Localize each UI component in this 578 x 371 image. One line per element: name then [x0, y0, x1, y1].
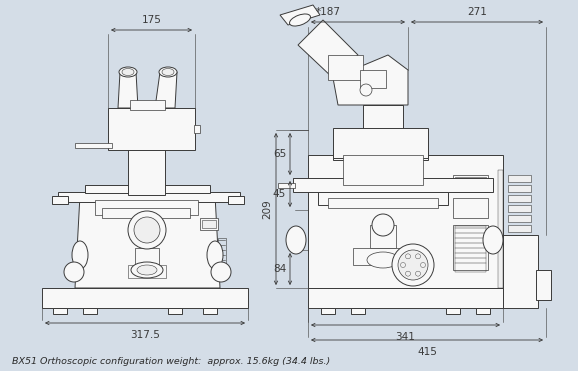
Bar	[453, 198, 488, 218]
Bar	[446, 308, 460, 314]
Ellipse shape	[64, 262, 84, 282]
Ellipse shape	[372, 214, 394, 236]
Ellipse shape	[207, 241, 223, 269]
Bar	[128, 145, 165, 195]
Ellipse shape	[398, 250, 428, 280]
Bar	[95, 200, 198, 215]
Polygon shape	[118, 72, 138, 108]
Ellipse shape	[483, 226, 503, 254]
Ellipse shape	[290, 14, 310, 26]
Polygon shape	[333, 55, 408, 105]
Bar	[455, 226, 486, 272]
Polygon shape	[298, 20, 358, 78]
Polygon shape	[75, 195, 220, 288]
Bar	[453, 225, 488, 270]
Bar	[58, 192, 240, 202]
Bar	[308, 155, 503, 288]
Bar	[128, 265, 166, 278]
Ellipse shape	[406, 271, 410, 276]
Bar	[508, 185, 531, 192]
Polygon shape	[280, 5, 320, 25]
Ellipse shape	[122, 69, 134, 76]
Ellipse shape	[211, 262, 231, 282]
Bar	[308, 288, 503, 308]
Bar	[42, 288, 248, 308]
Ellipse shape	[367, 252, 399, 268]
Bar	[293, 178, 493, 192]
Bar	[168, 308, 182, 314]
Ellipse shape	[416, 254, 421, 259]
Ellipse shape	[416, 271, 421, 276]
Bar	[318, 192, 448, 205]
Bar	[455, 177, 486, 190]
Bar	[328, 198, 438, 208]
Ellipse shape	[137, 265, 157, 275]
Bar	[203, 308, 217, 314]
Bar	[343, 155, 423, 185]
Bar	[130, 100, 165, 110]
Bar	[508, 175, 531, 182]
Ellipse shape	[286, 226, 306, 254]
Ellipse shape	[119, 67, 137, 77]
Ellipse shape	[134, 217, 160, 243]
Bar	[360, 70, 386, 88]
Bar	[351, 308, 365, 314]
Bar	[453, 175, 488, 192]
Bar	[476, 308, 490, 314]
Bar	[218, 238, 226, 272]
Text: 317.5: 317.5	[130, 330, 160, 340]
Bar	[508, 205, 531, 212]
Text: 209: 209	[262, 199, 272, 219]
Bar	[228, 196, 244, 204]
Ellipse shape	[392, 244, 434, 286]
Bar	[508, 195, 531, 202]
Bar	[53, 308, 67, 314]
Text: 341: 341	[395, 332, 416, 342]
Bar	[108, 108, 195, 150]
Bar	[194, 125, 200, 133]
Text: 415: 415	[417, 347, 437, 357]
Bar	[75, 143, 112, 148]
Bar	[200, 218, 218, 230]
Text: BX51 Orthoscopic configuration weight:  approx. 15.6kg (34.4 lbs.): BX51 Orthoscopic configuration weight: a…	[12, 358, 330, 367]
Bar	[85, 185, 210, 193]
Ellipse shape	[406, 254, 410, 259]
Bar	[508, 225, 531, 232]
Bar	[278, 183, 295, 188]
Ellipse shape	[401, 263, 406, 267]
Bar	[83, 308, 97, 314]
Bar	[333, 130, 428, 160]
Bar	[102, 208, 190, 218]
Bar	[321, 308, 335, 314]
Ellipse shape	[162, 69, 174, 76]
Bar	[508, 215, 531, 222]
Bar	[202, 220, 216, 228]
Text: 45: 45	[273, 189, 286, 199]
Bar	[503, 235, 538, 308]
Ellipse shape	[128, 211, 166, 249]
Text: 65: 65	[273, 149, 286, 159]
Text: 84: 84	[273, 264, 286, 274]
Text: 271: 271	[467, 7, 487, 17]
Bar	[498, 170, 503, 288]
Bar	[333, 128, 428, 158]
Bar	[328, 55, 363, 80]
Text: *187: *187	[316, 7, 341, 17]
Bar	[536, 270, 551, 300]
Polygon shape	[155, 72, 177, 108]
Ellipse shape	[159, 67, 177, 77]
Bar	[370, 225, 396, 248]
Bar	[135, 248, 159, 268]
Ellipse shape	[360, 84, 372, 96]
Text: 175: 175	[142, 15, 161, 25]
Bar	[52, 196, 68, 204]
Bar	[363, 105, 403, 155]
Ellipse shape	[72, 241, 88, 269]
Ellipse shape	[421, 263, 425, 267]
Ellipse shape	[131, 262, 163, 278]
Bar	[353, 248, 413, 265]
